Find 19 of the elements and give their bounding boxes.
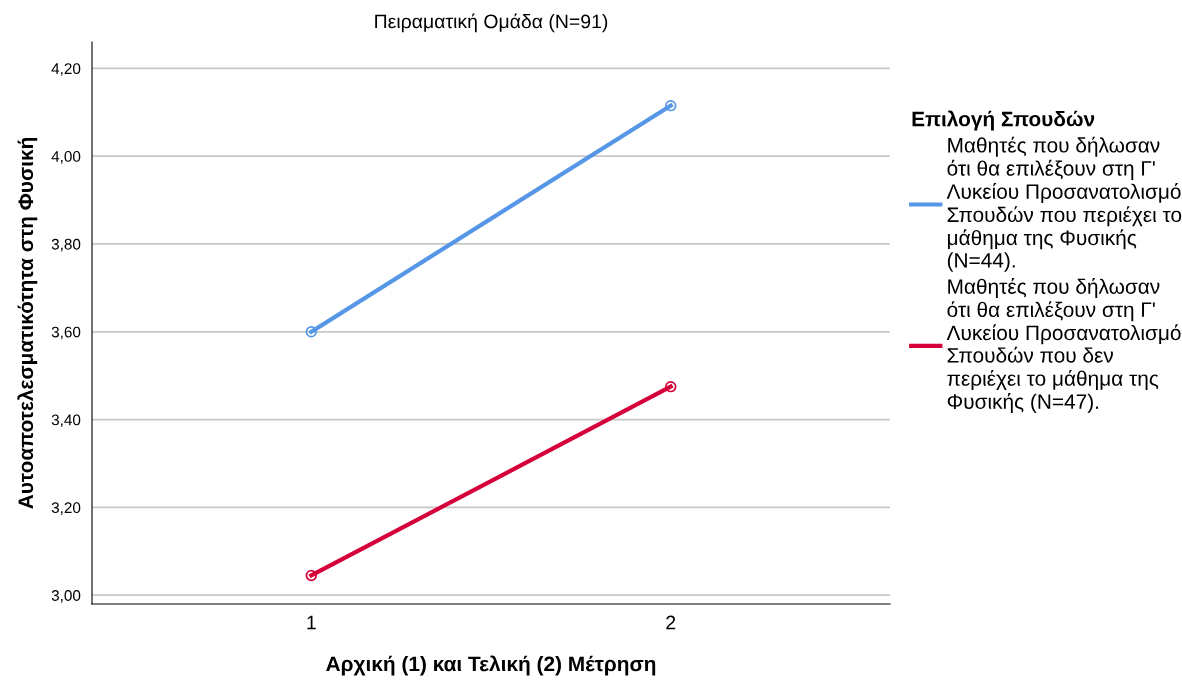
x-tick-label: 2: [666, 615, 676, 630]
legend-label: Μαθητές που δήλωσαν ότι θα επιλέξουν στη Γ' Λυκείου Προσανατολισμό Σπουδών που δεν περιέχει το μάθημα της Φυσικής (N=47).: [946, 278, 1181, 414]
x-axis-title: Αρχική (1) και Τελική (2) Μέτρηση: [326, 655, 656, 676]
y-axis-title: Αυτοαποτελεσματικότητα στη Φυσική: [17, 137, 38, 509]
chart-title: Πειραματική Ομάδα (N=91): [375, 13, 608, 33]
y-tick-label: 3,60: [51, 326, 81, 340]
y-tick-label: 3,20: [51, 502, 81, 515]
x-tick-label: 1: [307, 615, 316, 630]
y-tick-label: 4,20: [51, 63, 81, 76]
legend-title: Επιλογή Σπουδών: [912, 110, 1095, 131]
point: [665, 99, 677, 112]
y-tick-label: 3,80: [51, 238, 81, 252]
y-tick-label: 4,00: [51, 151, 81, 164]
point: [305, 569, 317, 582]
y-tick-label: 3,00: [51, 590, 81, 603]
legend-label: Μαθητές που δήλωσαν ότι θα επιλέξουν στη Γ' Λυκείου Προσανατολισμό Σπουδών που περιέχει το μάθημα της Φυσικής (N=44).: [946, 136, 1182, 272]
y-tick-label: 3,40: [51, 414, 81, 428]
point: [665, 380, 677, 393]
point: [305, 326, 317, 338]
